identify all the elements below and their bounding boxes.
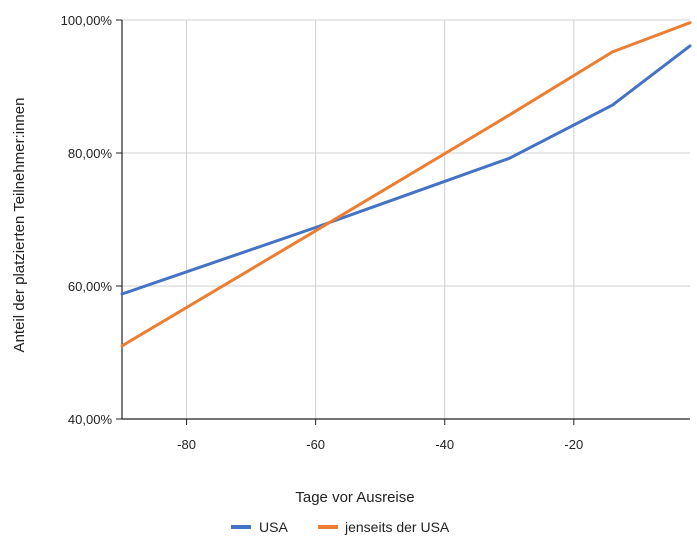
legend-item-usa[interactable]: USA (231, 519, 288, 535)
gridlines (122, 19, 690, 419)
x-tick-label: -80 (177, 437, 196, 452)
y-tick-label: 60,00% (68, 279, 113, 294)
axes (116, 19, 690, 425)
series-lines (120, 21, 692, 348)
x-tick-label: -40 (435, 437, 454, 452)
x-tick-label: -60 (306, 437, 325, 452)
y-tick-label: 40,00% (68, 412, 113, 427)
y-axis-title: Anteil der platzierten Teilnehmer:innen (11, 98, 28, 353)
legend-swatch-usa (231, 525, 251, 529)
legend: USA jenseits der USA (231, 519, 450, 535)
legend-item-jenseits[interactable]: jenseits der USA (318, 519, 450, 535)
y-tick-label: 80,00% (68, 146, 113, 161)
series-line-usa[interactable] (120, 44, 692, 296)
x-tick-label: -20 (564, 437, 583, 452)
legend-swatch-jenseits (318, 525, 338, 529)
tick-labels: 40,00% 60,00% 80,00% 100,00% -80 -60 -40 -20 (61, 13, 584, 452)
legend-label-jenseits: jenseits der USA (344, 519, 450, 535)
series-line-jenseits[interactable] (120, 21, 692, 348)
legend-label-usa: USA (259, 519, 288, 535)
y-tick-label: 100,00% (61, 13, 113, 28)
x-axis-title: Tage vor Ausreise (295, 489, 414, 506)
